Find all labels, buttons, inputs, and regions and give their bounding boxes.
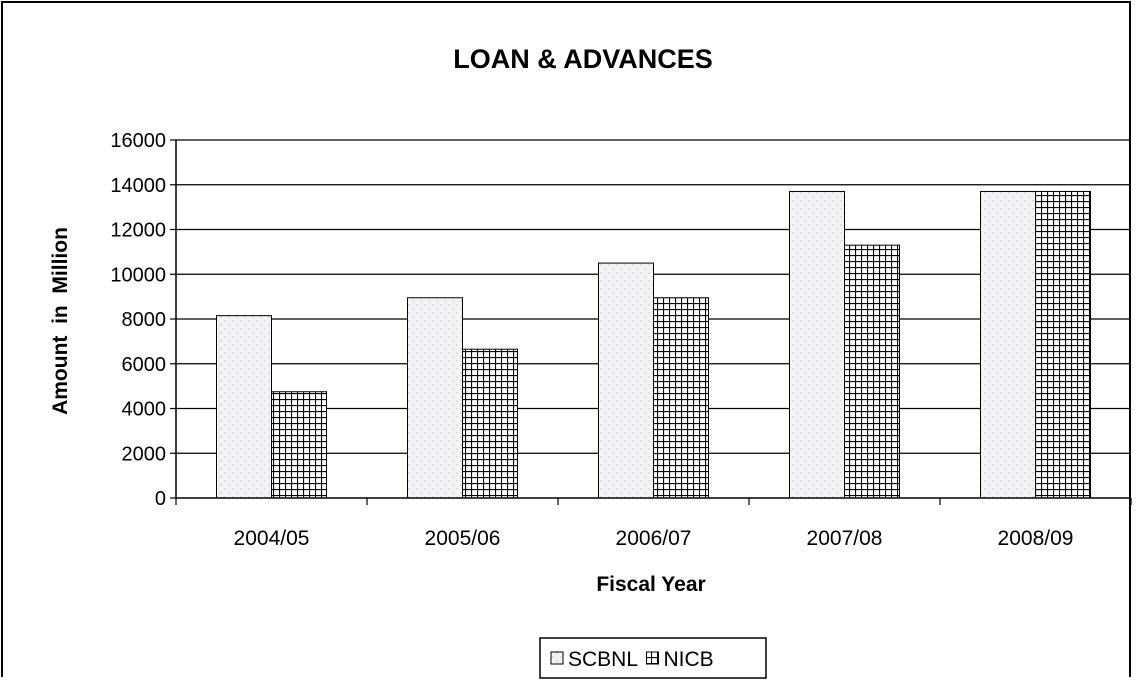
y-tick-label: 10000 [110, 264, 166, 286]
bar-scbnl-2004-05 [216, 315, 272, 499]
legend-label-scbnl: SCBNL [568, 648, 638, 671]
y-tick-label: 16000 [110, 130, 166, 152]
legend: SCBNL NICB [539, 637, 767, 679]
y-tick-label: 0 [155, 488, 166, 510]
y-axis-title: Amount in Million [49, 227, 72, 415]
bar-scbnl-2005-06 [407, 297, 463, 499]
x-tick-label: 2004/05 [234, 527, 310, 550]
legend-swatch-nicb [646, 651, 659, 665]
legend-swatch-scbnl [550, 651, 564, 665]
x-tick-label: 2006/07 [616, 527, 692, 550]
bar-nicb-2005-06 [462, 348, 518, 499]
x-axis-title: Fiscal Year [596, 573, 705, 596]
bar-nicb-2008-09 [1035, 190, 1091, 499]
x-tick-label: 2008/09 [998, 527, 1074, 550]
y-tick-label: 2000 [122, 443, 167, 465]
y-tick-label: 14000 [110, 175, 166, 197]
bar-nicb-2006-07 [653, 297, 709, 499]
bar-scbnl-2007-08 [789, 190, 845, 499]
bar-scbnl-2008-09 [980, 190, 1036, 499]
bar-nicb-2007-08 [844, 244, 900, 499]
x-tick-label: 2005/06 [425, 527, 501, 550]
y-tick-label: 8000 [122, 309, 167, 331]
chart-title: LOAN & ADVANCES [453, 44, 713, 74]
x-tick-label: 2007/08 [807, 527, 883, 550]
y-tick-label: 4000 [122, 399, 167, 421]
bar-scbnl-2006-07 [598, 262, 654, 499]
y-tick-label: 6000 [122, 354, 167, 376]
bar-nicb-2004-05 [271, 391, 327, 499]
y-tick-label: 12000 [110, 220, 166, 242]
loan-advances-chart: LOAN & ADVANCES Amount in Million Fiscal… [49, 44, 1132, 679]
legend-label-nicb: NICB [664, 648, 714, 671]
